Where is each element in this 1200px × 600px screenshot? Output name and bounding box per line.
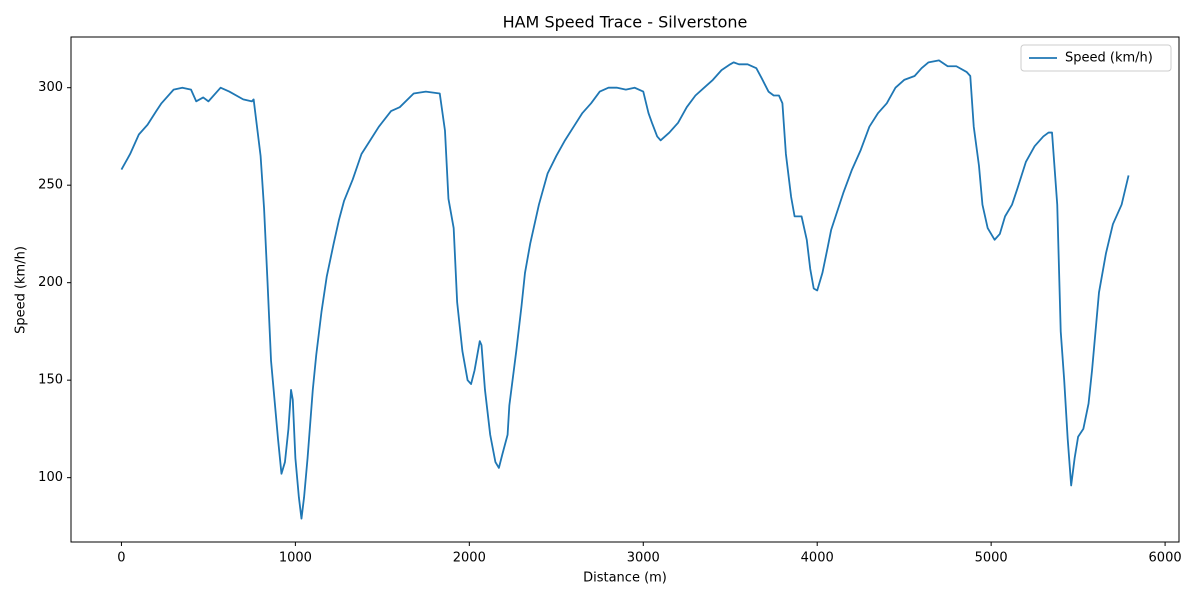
y-tick-label: 250 — [38, 178, 63, 193]
x-tick-label: 2000 — [453, 551, 486, 566]
legend-box — [1020, 44, 1172, 72]
x-axis-label: Distance (m) — [583, 571, 667, 586]
y-tick-label: 200 — [38, 275, 63, 290]
x-tick-label: 3000 — [627, 551, 660, 566]
legend: Speed (km/h) — [1020, 44, 1172, 72]
y-axis-label: Speed (km/h) — [14, 246, 29, 334]
y-tick-label: 100 — [38, 470, 63, 485]
plot-frame — [70, 36, 1180, 543]
x-tick-label: 6000 — [1149, 551, 1182, 566]
x-tick-label: 4000 — [801, 551, 834, 566]
chart-title: HAM Speed Trace - Silverstone — [503, 13, 748, 32]
x-tick-label: 1000 — [279, 551, 312, 566]
legend-label: Speed (km/h) — [1065, 51, 1153, 66]
x-tick-label: 0 — [117, 551, 125, 566]
y-tick-label: 300 — [38, 80, 63, 95]
y-tick-label: 150 — [38, 373, 63, 388]
x-tick-label: 5000 — [975, 551, 1008, 566]
line — [120, 59, 1130, 520]
